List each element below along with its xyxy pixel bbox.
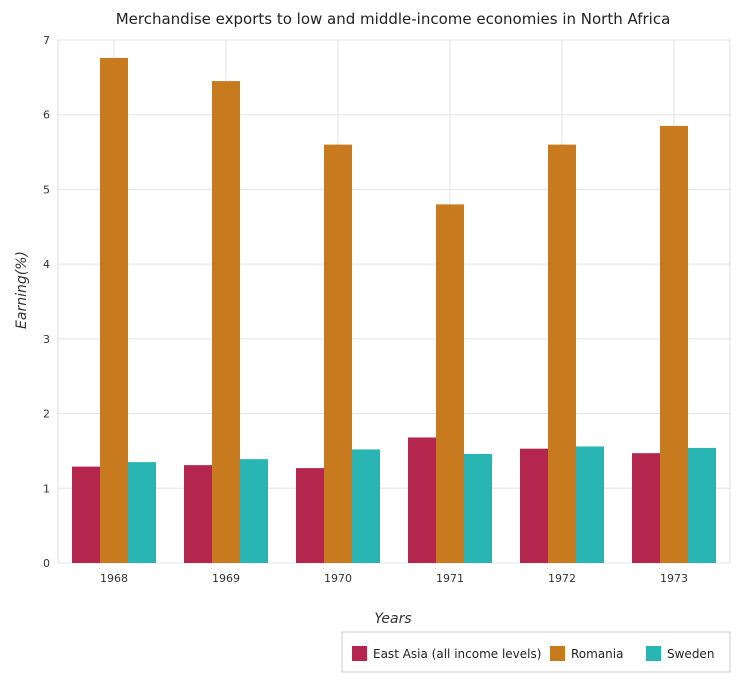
legend-label: Sweden xyxy=(667,647,714,661)
y-tick-label: 5 xyxy=(43,183,50,196)
y-tick-label: 3 xyxy=(43,333,50,346)
bar-east-asia-all-income-levels--1970 xyxy=(296,468,324,563)
bar-sweden-1972 xyxy=(576,446,604,563)
bar-romania-1968 xyxy=(100,57,128,563)
bars xyxy=(72,57,716,564)
y-tick-label: 6 xyxy=(43,109,50,122)
bar-sweden-1973 xyxy=(688,447,716,563)
bar-sweden-1970 xyxy=(352,449,380,563)
legend-box xyxy=(341,631,731,673)
legend-swatch xyxy=(352,646,367,661)
y-tick-label: 4 xyxy=(43,258,50,271)
bar-sweden-1971 xyxy=(464,453,492,563)
bar-romania-1969 xyxy=(212,81,240,563)
gridlines xyxy=(57,39,731,564)
plot-frame xyxy=(57,39,731,564)
y-tick-label: 7 xyxy=(43,34,50,47)
bar-sweden-1968 xyxy=(128,462,156,563)
x-tick-label: 1970 xyxy=(324,572,352,585)
legend-label: Romania xyxy=(571,647,623,661)
bar-east-asia-all-income-levels--1972 xyxy=(520,448,548,563)
legend-swatch xyxy=(550,646,565,661)
x-tick-label: 1971 xyxy=(436,572,464,585)
bar-east-asia-all-income-levels--1973 xyxy=(632,453,660,563)
y-axis-label: Earning(%) xyxy=(14,251,30,329)
legend-swatch xyxy=(646,646,661,661)
bar-sweden-1969 xyxy=(240,459,268,563)
x-axis-ticks: 1968 1969 1970 1971 1972 1973 xyxy=(100,572,688,585)
x-tick-label: 1972 xyxy=(548,572,576,585)
y-tick-label: 2 xyxy=(43,408,50,421)
x-tick-label: 1969 xyxy=(212,572,240,585)
bar-romania-1973 xyxy=(660,125,688,564)
bar-east-asia-all-income-levels--1969 xyxy=(184,465,212,563)
bar-romania-1971 xyxy=(436,204,464,563)
bar-romania-1970 xyxy=(324,144,352,563)
chart-title: Merchandise exports to low and middle-in… xyxy=(116,10,671,28)
legend: East Asia (all income levels) Romania Swed… xyxy=(341,631,731,673)
bar-romania-1972 xyxy=(548,144,576,563)
bar-east-asia-all-income-levels--1968 xyxy=(72,466,100,563)
x-tick-label: 1968 xyxy=(100,572,128,585)
bar-east-asia-all-income-levels--1971 xyxy=(408,437,436,563)
y-tick-label: 0 xyxy=(43,557,50,570)
y-axis-ticks: 0 1 2 3 4 5 6 7 xyxy=(43,34,50,570)
y-tick-label: 1 xyxy=(43,482,50,495)
legend-label: East Asia (all income levels) xyxy=(373,647,541,661)
x-tick-label: 1973 xyxy=(660,572,688,585)
x-axis-label: Years xyxy=(374,611,411,627)
